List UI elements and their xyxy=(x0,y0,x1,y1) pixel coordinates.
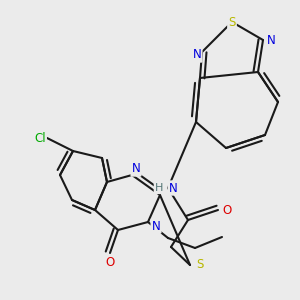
Text: Cl: Cl xyxy=(34,131,46,145)
Text: N: N xyxy=(132,163,140,176)
Text: S: S xyxy=(228,16,236,28)
Text: S: S xyxy=(196,259,204,272)
Text: O: O xyxy=(105,256,115,269)
Text: N: N xyxy=(193,49,201,62)
Text: O: O xyxy=(222,203,232,217)
Text: N: N xyxy=(152,220,160,232)
Text: N: N xyxy=(169,182,177,194)
Text: N: N xyxy=(267,34,275,46)
Text: H: H xyxy=(155,183,163,193)
